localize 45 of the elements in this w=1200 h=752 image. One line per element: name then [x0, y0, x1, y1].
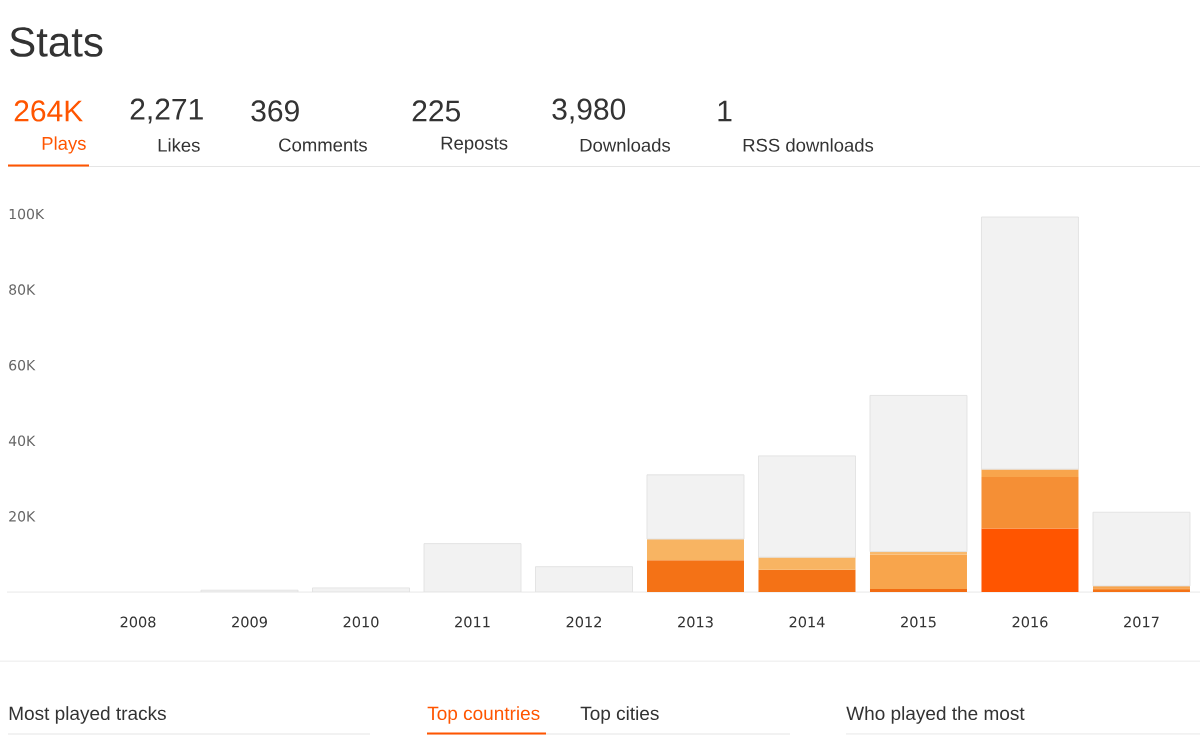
text: 3,980: [552, 98, 626, 124]
text: Top countries: [427, 706, 540, 724]
bar: [758, 455, 856, 558]
text: RSS downloads: [743, 138, 874, 152]
text: Downloads: [580, 138, 671, 152]
text: 369: [251, 100, 299, 122]
x-tick-label: 2010: [343, 616, 379, 628]
text: Reposts: [441, 136, 508, 154]
bar: [646, 539, 744, 561]
x-tick-label: 2016: [1012, 616, 1048, 628]
text: Most played tracks: [9, 706, 166, 724]
bar: [981, 216, 1079, 470]
x-tick-label: 2011: [455, 616, 490, 628]
text: 1: [718, 100, 732, 122]
y-tick-label: 100K: [9, 208, 45, 220]
text: Who played the most: [846, 706, 1025, 724]
bar: [646, 474, 745, 540]
y-tick-label: 20K: [9, 511, 36, 522]
text: Comments: [279, 138, 367, 152]
text: Plays: [42, 136, 86, 154]
bar: [981, 528, 1079, 592]
bar: [646, 560, 744, 592]
text: 2,271: [130, 98, 203, 124]
x-tick-label: 2014: [789, 616, 825, 628]
text: Stats: [10, 27, 103, 57]
bar: [869, 394, 968, 552]
bar: [758, 557, 856, 570]
bar: [869, 588, 967, 592]
x-tick-label: 2013: [678, 616, 713, 628]
text: Likes: [158, 138, 200, 152]
bar: [758, 569, 856, 592]
bar: [869, 551, 967, 555]
bar: [981, 477, 1079, 529]
text: Top cities: [580, 706, 659, 724]
x-tick-label: 2008: [120, 616, 156, 628]
x-tick-label: 2015: [901, 616, 936, 628]
text: 264K: [14, 100, 83, 122]
y-tick-label: 60K: [9, 359, 36, 371]
x-tick-label: 2009: [232, 616, 267, 628]
bar: [1092, 511, 1191, 587]
text: 225: [412, 100, 460, 122]
x-tick-label: 2012: [566, 616, 601, 628]
x-tick-label: 2017: [1124, 616, 1159, 628]
y-tick-label: 80K: [9, 284, 36, 295]
y-tick-label: 40K: [8, 435, 36, 447]
